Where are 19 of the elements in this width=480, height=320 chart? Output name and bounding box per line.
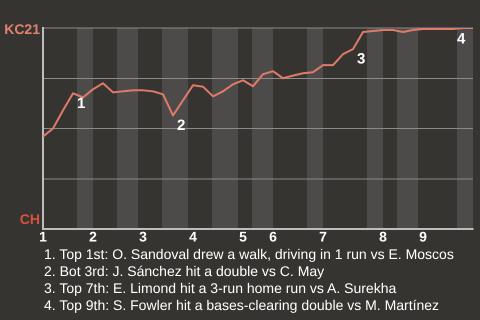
x-tick-label: 7 [319, 228, 328, 244]
text: 4. Top 9th: S. Fowler hit a bases-clearing double vs M. Martínez [44, 297, 440, 314]
x-tick-label: 6 [269, 228, 278, 244]
annotation: 3 [357, 50, 366, 68]
x-tick-label: 1 [39, 228, 48, 244]
annotation: 1 [77, 94, 86, 112]
text: 2. Bot 3rd: J. Sánchez hit a double vs C. May [44, 263, 326, 280]
annotation: 2 [177, 117, 186, 134]
x-tick-label: 9 [419, 228, 428, 244]
text: CH [20, 210, 40, 227]
x-tick-label: 5 [239, 228, 248, 244]
text: KC21 [4, 20, 40, 37]
annotation: 4 [457, 30, 466, 48]
text: 3. Top 7th: E. Limond hit a 3-run home run vs A. Surekha [44, 280, 398, 297]
x-tick-label: 3 [139, 228, 148, 244]
x-tick-label: 4 [189, 228, 198, 244]
x-tick-label: 2 [89, 228, 98, 244]
x-tick-label: 8 [379, 228, 388, 244]
text: 1. Top 1st: O. Sandoval drew a walk, driving in 1 run vs E. Moscos [44, 246, 455, 263]
